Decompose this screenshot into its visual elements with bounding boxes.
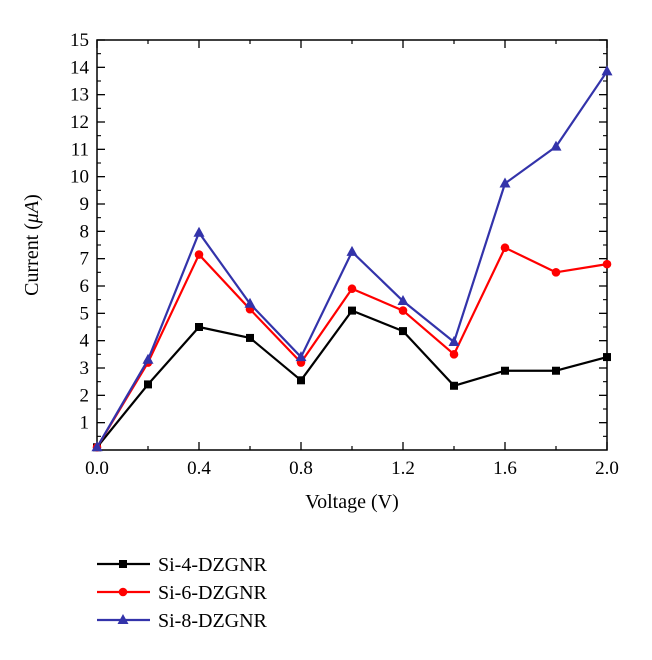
series-layer (91, 65, 613, 452)
data-point-si-4-dzgnr (348, 306, 356, 315)
data-point-si-4-dzgnr (501, 366, 509, 375)
data-point-si-8-dzgnr (499, 177, 511, 188)
data-point-si-4-dzgnr (246, 333, 254, 342)
y-tick-label: 11 (71, 139, 89, 160)
y-tick-label: 12 (70, 112, 89, 133)
y-tick-label: 3 (80, 358, 90, 379)
data-point-si-4-dzgnr (552, 366, 560, 375)
data-point-si-6-dzgnr (398, 306, 408, 315)
y-tick-label: 14 (70, 57, 90, 78)
data-point-si-8-dzgnr (346, 245, 358, 256)
x-axis: 0.0 0.4 0.8 1.2 1.6 2.0 (85, 40, 619, 479)
data-point-si-6-dzgnr (194, 250, 204, 259)
y-tick-label: 10 (70, 167, 89, 188)
y-axis-label-unit: μA (21, 200, 43, 224)
x-tick-label: 0.8 (289, 458, 313, 479)
plot-area (96, 39, 608, 451)
y-tick-label: 8 (80, 221, 90, 242)
series-line-si-6-dzgnr (96, 246, 608, 448)
legend-item-si-6-dzgnr: Si-6-DZGNR (97, 582, 268, 604)
legend-item-si-8-dzgnr: Si-8-DZGNR (97, 610, 268, 632)
series-si-8-dzgnr (91, 65, 613, 452)
y-tick-label: 7 (80, 249, 90, 270)
data-point-si-4-dzgnr (144, 380, 152, 389)
legend-label: Si-4-DZGNR (158, 554, 268, 576)
y-tick-label: 4 (80, 331, 90, 352)
x-tick-label: 1.6 (493, 458, 517, 479)
y-tick-label: 5 (80, 303, 90, 324)
data-point-si-4-dzgnr (297, 376, 305, 385)
data-point-si-6-dzgnr (449, 350, 459, 359)
data-point-si-6-dzgnr (602, 259, 612, 269)
y-axis-label-suffix: ) (21, 194, 43, 201)
data-point-si-8-dzgnr (295, 351, 307, 362)
legend-item-si-4-dzgnr: Si-4-DZGNR (97, 554, 268, 576)
x-tick-label: 0.4 (187, 458, 211, 479)
data-point-si-8-dzgnr (244, 297, 256, 308)
x-tick-label: 2.0 (595, 458, 619, 479)
x-tick-label: 0.0 (85, 458, 109, 479)
data-point-si-8-dzgnr (142, 353, 154, 364)
series-si-6-dzgnr (92, 243, 612, 452)
series-line-si-4-dzgnr (96, 309, 608, 448)
x-tick-label: 1.2 (391, 458, 415, 479)
y-tick-label: 13 (70, 85, 89, 106)
y-tick-label: 2 (80, 385, 90, 406)
y-tick-label: 1 (80, 413, 90, 434)
data-point-si-8-dzgnr (397, 295, 409, 306)
legend-label: Si-8-DZGNR (158, 610, 268, 632)
data-point-si-6-dzgnr (347, 284, 357, 294)
plot-frame (96, 39, 608, 451)
data-point-si-8-dzgnr (550, 140, 562, 151)
x-axis-label: Voltage (V) (305, 491, 399, 513)
legend-swatch-marker (119, 560, 127, 568)
y-tick-label: 9 (80, 194, 90, 215)
data-point-si-6-dzgnr (551, 268, 561, 277)
y-tick-label: 15 (70, 30, 89, 51)
data-point-si-4-dzgnr (603, 353, 611, 362)
y-tick-label: 6 (80, 276, 90, 297)
y-axis-label-prefix: Current ( (21, 223, 43, 296)
data-point-si-8-dzgnr (193, 226, 205, 237)
data-point-si-4-dzgnr (195, 323, 203, 331)
legend-swatch-marker (118, 587, 128, 597)
data-point-si-8-dzgnr (448, 336, 460, 347)
series-si-4-dzgnr (93, 306, 611, 452)
legend: Si-4-DZGNR Si-6-DZGNR Si-8-DZGNR (97, 554, 268, 632)
legend-label: Si-6-DZGNR (158, 582, 268, 604)
data-point-si-8-dzgnr (601, 65, 613, 76)
legend-swatch-marker (117, 614, 129, 624)
data-point-si-4-dzgnr (450, 381, 458, 390)
y-axis-label: Current (μA) (21, 194, 43, 296)
data-point-si-8-dzgnr (91, 441, 103, 452)
data-point-si-6-dzgnr (500, 243, 510, 253)
data-point-si-4-dzgnr (399, 327, 407, 336)
